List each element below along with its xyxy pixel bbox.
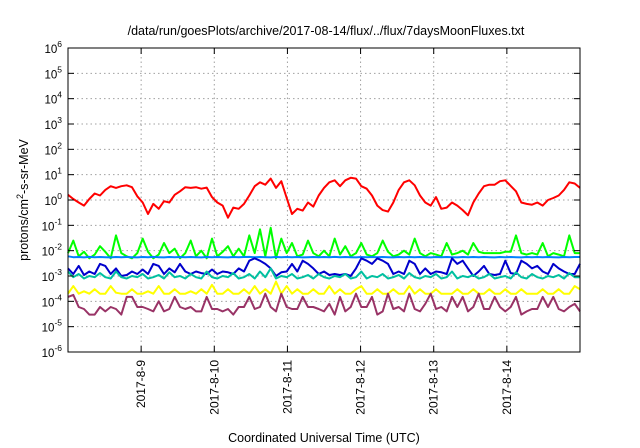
series-line-4 [67, 257, 581, 277]
data-series [67, 176, 581, 316]
y-tick-label: 105 [44, 64, 62, 81]
series-line-5 [67, 267, 580, 280]
x-axis-label: Coordinated Universal Time (UTC) [228, 431, 420, 445]
x-tick-label: 2017-8-10 [207, 360, 221, 415]
x-tick-label: 2017-8-11 [280, 360, 294, 414]
y-tick-label: 10-1 [42, 216, 63, 233]
y-tick-label: 102 [44, 140, 62, 157]
y-axis-label: protons/cm2-s-sr-MeV [15, 138, 31, 260]
y-tick-label: 104 [44, 90, 62, 107]
series-line-7 [67, 292, 581, 316]
x-tick-label: 2017-8-13 [427, 360, 441, 415]
y-tick-label: 10-6 [42, 343, 63, 360]
series-line-1 [67, 176, 581, 219]
y-tick-label: 10-5 [42, 318, 63, 335]
x-tick-label: 2017-8-9 [134, 360, 148, 408]
series-line-6 [67, 280, 581, 295]
series-line-3 [67, 255, 580, 259]
y-tick-label: 106 [44, 39, 62, 56]
x-tick-label: 2017-8-12 [354, 360, 368, 415]
y-axis-label-rest: -s-sr-MeV [17, 138, 31, 194]
y-tick-label: 10-2 [42, 242, 63, 259]
grid-lines [68, 48, 580, 352]
y-tick-label: 10-4 [42, 292, 63, 309]
y-tick-label: 101 [44, 166, 62, 183]
y-axis-label-base: protons/cm [17, 199, 31, 261]
axis-ticks: 10-6 10-5 10-4 10-3 10-2 10-1 100 101 102 103 104 1… [42, 39, 580, 415]
y-axis-label-sup: 2 [15, 194, 25, 199]
y-tick-label: 10-3 [42, 267, 63, 284]
y-tick-label: 100 [44, 191, 62, 208]
chart-title: /data/run/goesPlots/archive/2017-08-14/f… [128, 24, 525, 38]
series-line-2 [67, 226, 580, 260]
x-tick-label: 2017-8-14 [500, 360, 514, 415]
y-tick-label: 103 [44, 115, 62, 132]
